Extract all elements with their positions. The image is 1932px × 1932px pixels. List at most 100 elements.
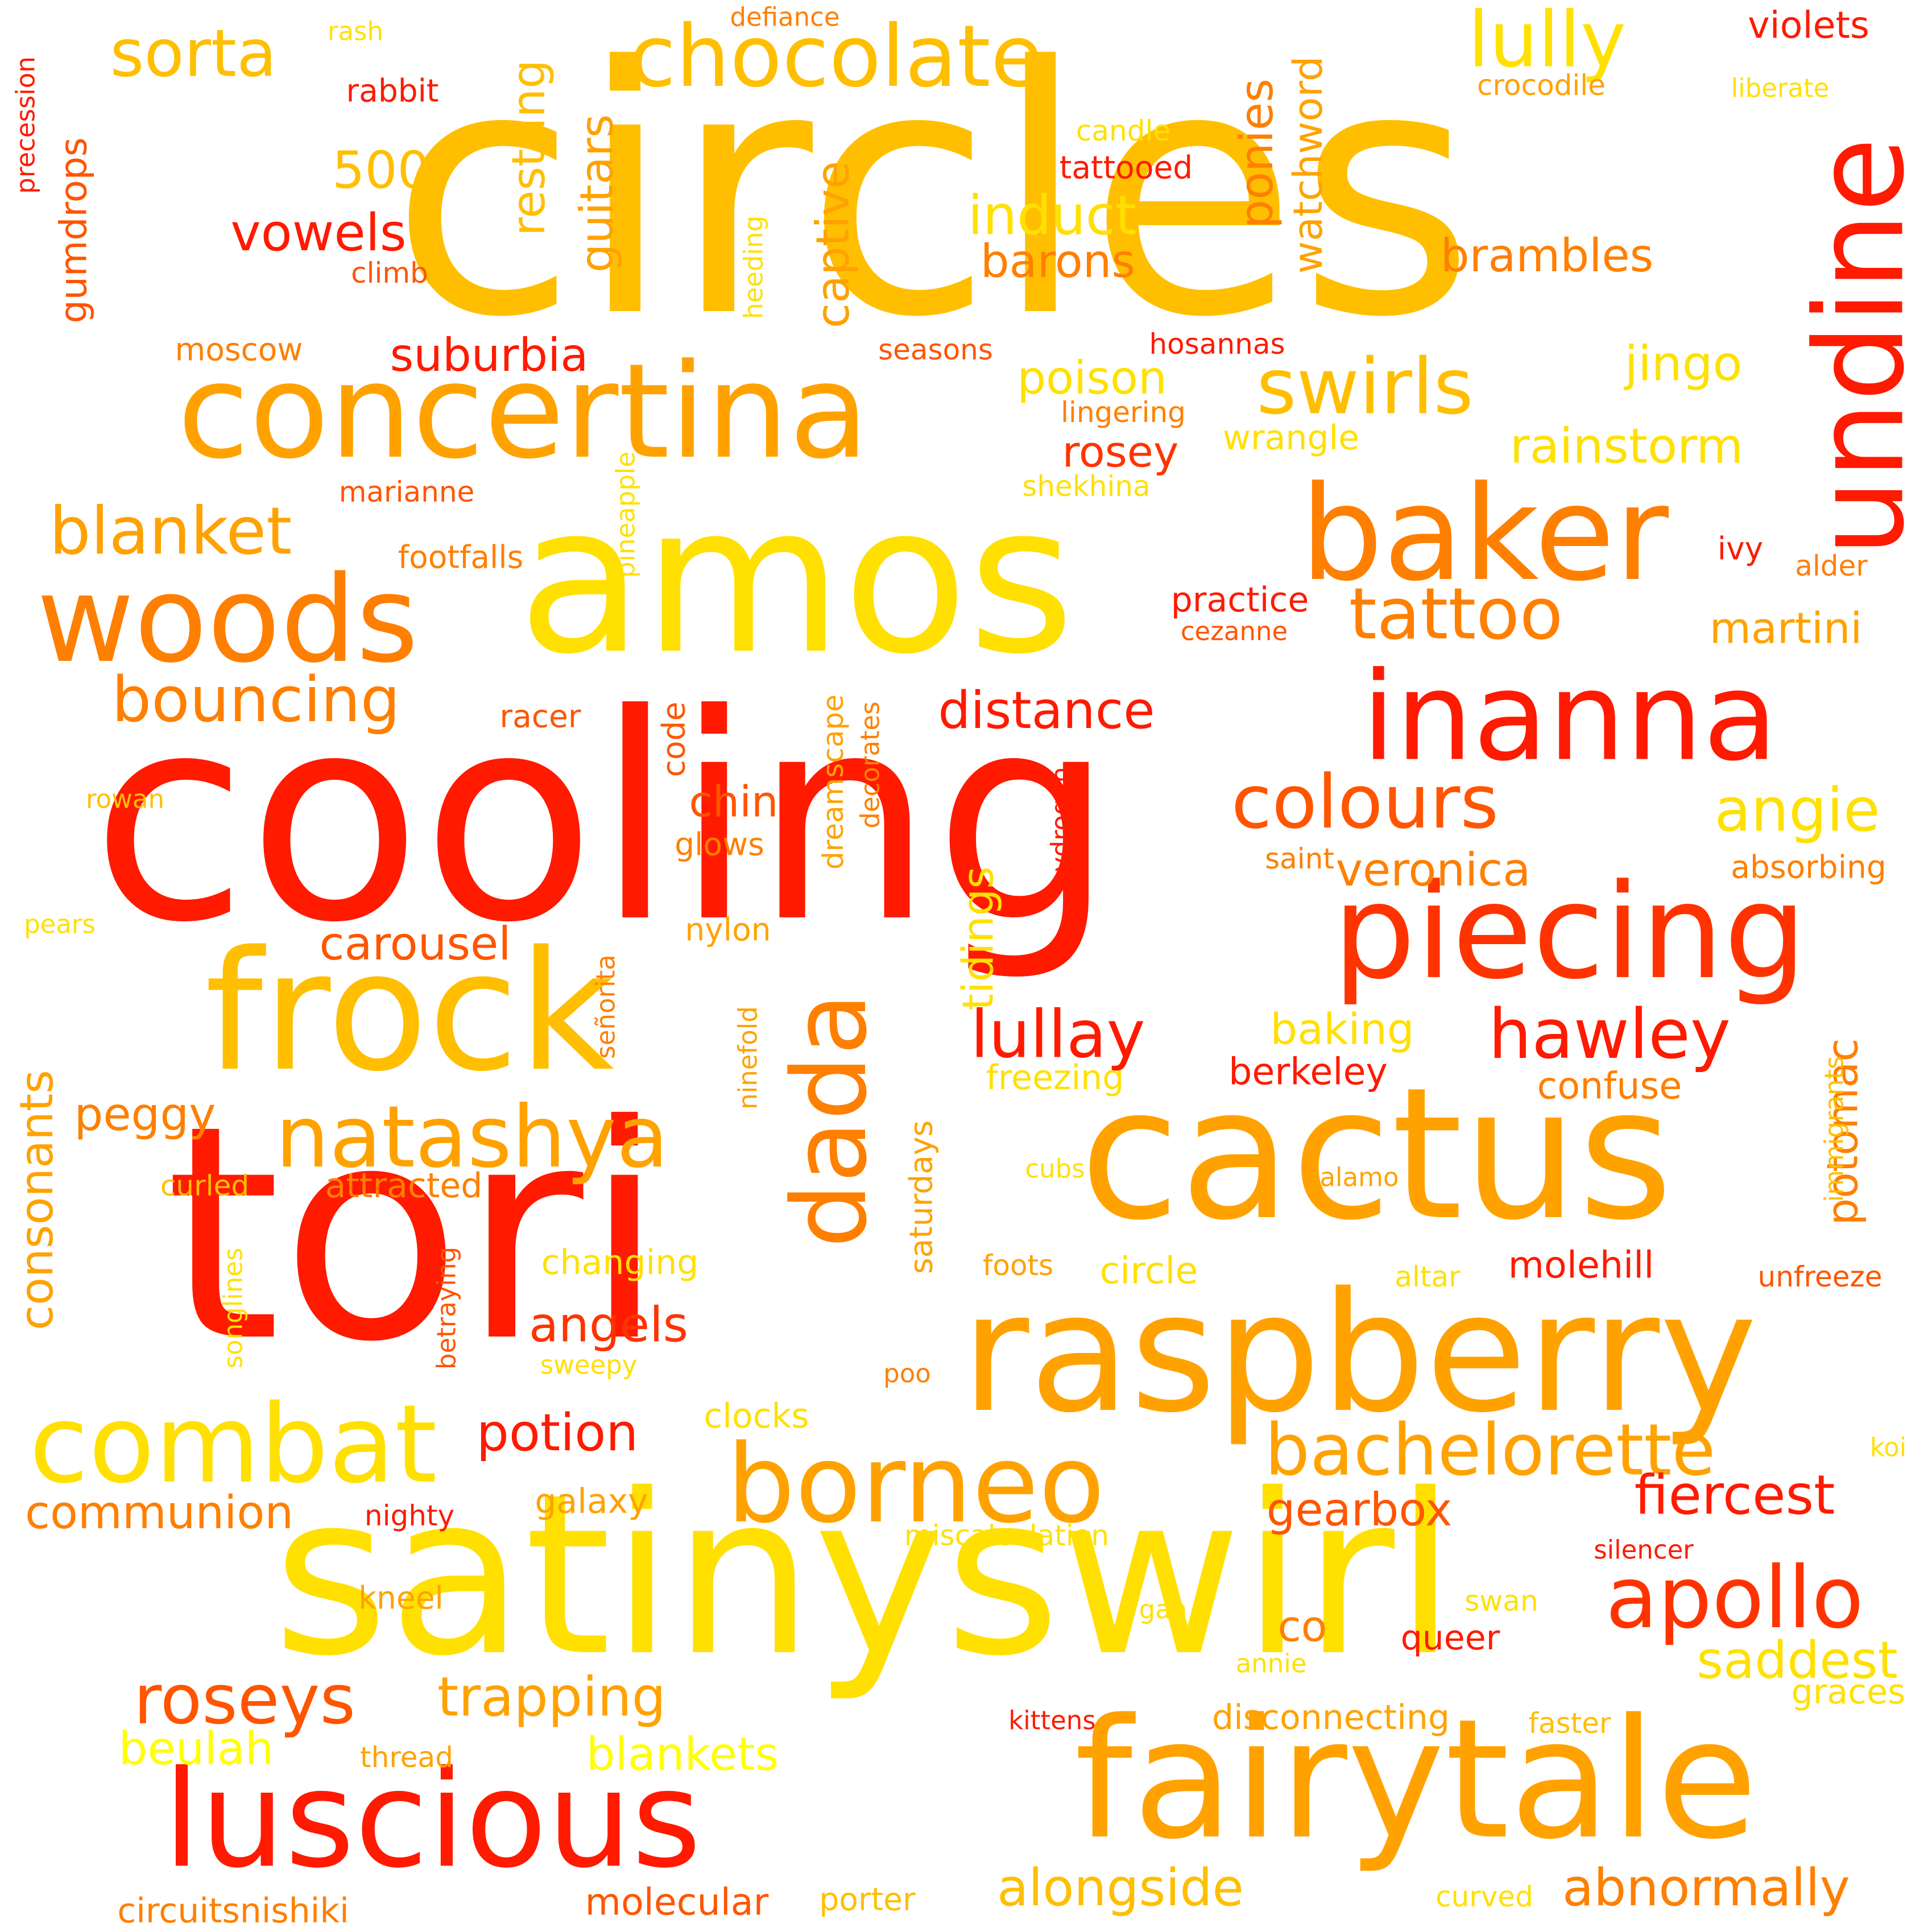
- word-fiercest: fiercest: [1634, 1464, 1835, 1527]
- word-curled: curled: [160, 1169, 250, 1202]
- word-bachelorette: bachelorette: [1264, 1409, 1716, 1492]
- word-poison: poison: [1017, 351, 1167, 404]
- word-potion: potion: [476, 1403, 639, 1463]
- word-poo: poo: [883, 1358, 931, 1389]
- word-500: 500: [332, 140, 430, 200]
- word-cactus: cactus: [1079, 1049, 1673, 1260]
- word-saint: saint: [1265, 842, 1334, 875]
- word-changing: changing: [541, 1243, 699, 1283]
- word-tori: tori: [164, 1062, 666, 1406]
- word-chocolate: chocolate: [628, 7, 1044, 106]
- word-sweepy: sweepy: [540, 1350, 638, 1380]
- word-glows: glows: [675, 826, 764, 863]
- word-molehill: molehill: [1508, 1244, 1654, 1287]
- word-pineapple: pineapple: [610, 451, 641, 578]
- word-graces: graces: [1791, 1672, 1906, 1712]
- word-swan: swan: [1464, 1585, 1538, 1617]
- word-shekhina: shekhina: [1022, 470, 1151, 503]
- word-berkeley: berkeley: [1228, 1050, 1388, 1094]
- word-circuitsnishiki: circuitsnishiki: [117, 1891, 349, 1931]
- word-martini: martini: [1709, 603, 1863, 653]
- word-peggy: peggy: [74, 1088, 216, 1141]
- word-watchword: watchword: [1285, 56, 1331, 274]
- word-swirls: swirls: [1256, 342, 1474, 432]
- word-borneo: borneo: [726, 1421, 1105, 1547]
- word-lullay: lullay: [970, 996, 1145, 1073]
- word-absorbing: absorbing: [1731, 849, 1887, 886]
- word-seasons: seasons: [878, 333, 993, 366]
- word-moscow: moscow: [175, 331, 303, 368]
- word-molecular: molecular: [585, 1881, 769, 1924]
- word-bouncing: bouncing: [111, 663, 400, 736]
- word-code: code: [655, 701, 692, 777]
- word-kneel: kneel: [358, 1579, 444, 1616]
- word-unfreeze: unfreeze: [1757, 1260, 1883, 1293]
- word-cubs: cubs: [1025, 1153, 1085, 1184]
- word-concertina: concertina: [177, 336, 870, 488]
- word-lully: lully: [1468, 0, 1626, 85]
- word-kittens: kittens: [1008, 1705, 1096, 1736]
- word-thread: thread: [360, 1741, 453, 1774]
- word-dreamscape: dreamscape: [817, 694, 850, 870]
- word-colours: colours: [1231, 759, 1499, 845]
- word-silencer: silencer: [1594, 1534, 1694, 1565]
- word-liberate: liberate: [1731, 73, 1830, 104]
- word-circle: circle: [1099, 1250, 1198, 1293]
- word-saddest: saddest: [1697, 1631, 1898, 1690]
- word-beulah: beulah: [118, 1722, 274, 1775]
- word-crocodile: crocodile: [1477, 69, 1606, 102]
- word-apollo: apollo: [1605, 1549, 1864, 1648]
- word-practice: practice: [1170, 580, 1309, 620]
- word-saturdays: saturdays: [903, 1120, 940, 1275]
- word-carousel: carousel: [319, 917, 511, 970]
- word-ponies: ponies: [1230, 78, 1283, 229]
- word-porter: porter: [819, 1881, 916, 1918]
- word-foots: foots: [982, 1249, 1054, 1282]
- word-guitars: guitars: [570, 114, 623, 273]
- word-hawley: hawley: [1488, 995, 1731, 1074]
- word-baker: baker: [1300, 458, 1669, 610]
- word-gearbox: gearbox: [1266, 1483, 1453, 1536]
- word-freezing: freezing: [986, 1058, 1124, 1098]
- word-chin: chin: [689, 776, 779, 827]
- word-distance: distance: [938, 681, 1155, 740]
- word-trapping: trapping: [437, 1666, 667, 1729]
- word-circles: circles: [390, 0, 1476, 392]
- word-hydrogen: hydrogen: [1045, 767, 1076, 888]
- word-hosannas: hosannas: [1149, 328, 1285, 361]
- word-veronica: veronica: [1335, 843, 1531, 896]
- word-fairytale: fairytale: [1074, 1684, 1758, 1876]
- word-candle: candle: [1075, 114, 1171, 147]
- word-rainstorm: rainstorm: [1509, 418, 1744, 475]
- word-gumdrops: gumdrops: [52, 137, 96, 324]
- word-dada: dada: [771, 992, 890, 1248]
- word-angie: angie: [1714, 775, 1880, 845]
- word-gah: gah: [1139, 1594, 1188, 1625]
- word-captive: captive: [806, 161, 859, 328]
- word-señorita: señorita: [590, 954, 621, 1059]
- word-rosey: rosey: [1062, 427, 1179, 477]
- word-brambles: brambles: [1440, 229, 1654, 282]
- word-altar: altar: [1395, 1260, 1461, 1293]
- word-tattooed: tattooed: [1059, 149, 1193, 186]
- word-woods: woods: [36, 550, 419, 689]
- word-violets: violets: [1748, 4, 1869, 47]
- word-alamo: alamo: [1319, 1162, 1399, 1193]
- word-raspberry: raspberry: [961, 1257, 1757, 1449]
- word-nylon: nylon: [685, 911, 771, 948]
- word-alder: alder: [1795, 549, 1868, 582]
- word-combat: combat: [29, 1381, 437, 1507]
- word-decorates: decorates: [855, 701, 886, 829]
- word-satinyswirl: satinyswirl: [272, 1446, 1457, 1705]
- word-heeding: heeding: [738, 215, 769, 320]
- word-angels: angels: [528, 1297, 689, 1354]
- word-galaxy: galaxy: [535, 1482, 648, 1521]
- word-rowan: rowan: [86, 784, 164, 814]
- word-ninefold: ninefold: [733, 1006, 763, 1110]
- word-disconnecting: disconnecting: [1212, 1698, 1450, 1737]
- word-racer: racer: [499, 698, 581, 735]
- word-pears: pears: [24, 909, 96, 940]
- word-climb: climb: [351, 257, 428, 289]
- word-vowels: vowels: [230, 203, 407, 263]
